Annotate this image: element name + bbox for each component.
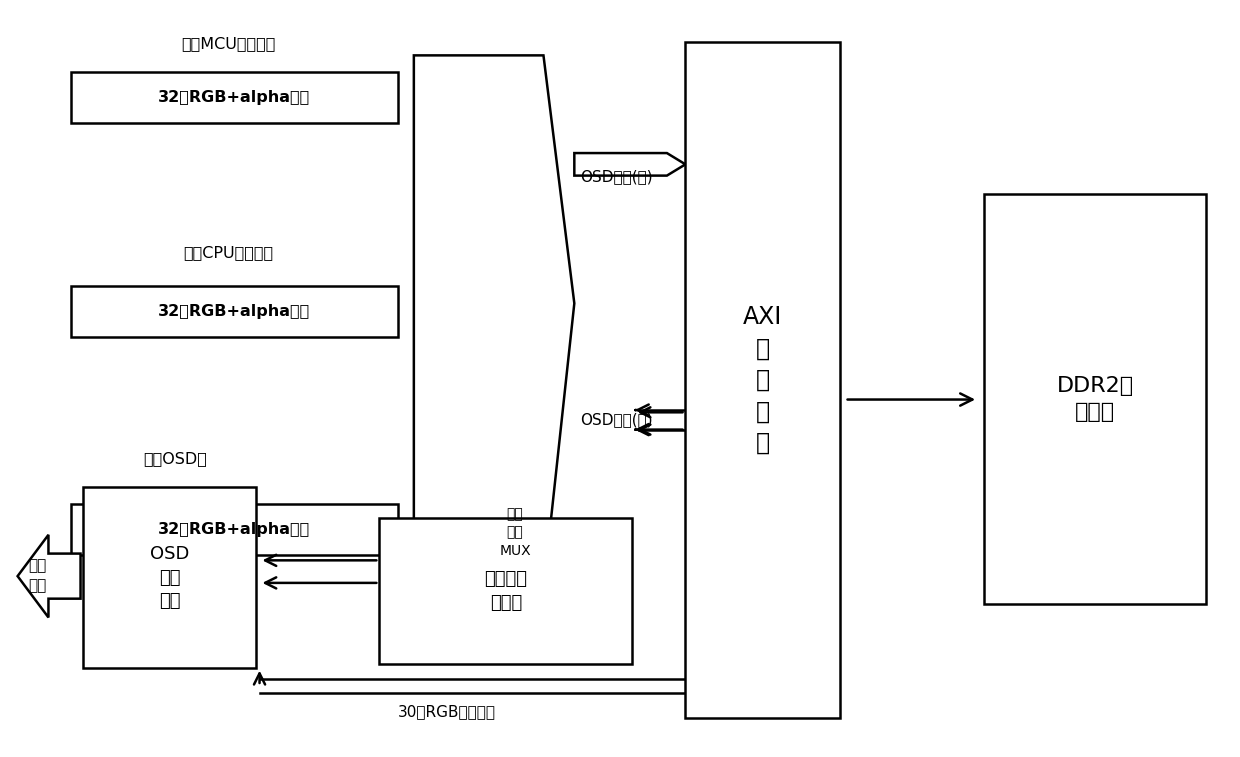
Text: AXI
总
线
控
制: AXI 总 线 控 制 [743,305,782,455]
Text: 30位RGB视频数据: 30位RGB视频数据 [398,704,496,719]
Text: 叠加
输出: 叠加 输出 [29,558,46,593]
Text: OSD数据(读): OSD数据(读) [580,413,653,428]
Polygon shape [414,55,574,589]
Text: 外部OSD流: 外部OSD流 [144,451,207,466]
Bar [83,488,255,668]
Text: DDR2数
据存储: DDR2数 据存储 [1056,376,1133,422]
Text: 外部CPU配置通道: 外部CPU配置通道 [184,245,274,260]
Bar [379,518,632,664]
Text: 内部MCU配置通道: 内部MCU配置通道 [181,36,275,51]
Text: OSD数据(写): OSD数据(写) [580,169,653,184]
Text: 32位RGB+alpha通道: 32位RGB+alpha通道 [159,90,310,105]
Text: 32位RGB+alpha通道: 32位RGB+alpha通道 [159,522,310,537]
Text: 32位RGB+alpha通道: 32位RGB+alpha通道 [159,304,310,319]
Polygon shape [574,153,686,176]
Text: 通道
选择
MUX: 通道 选择 MUX [500,507,531,558]
Bar [71,504,398,555]
Bar [985,195,1207,604]
Text: 双线性缩
放模块: 双线性缩 放模块 [485,570,527,612]
Text: OSD
视频
叠加: OSD 视频 叠加 [150,545,190,610]
Bar [71,286,398,337]
Bar [71,72,398,123]
Bar [686,42,839,718]
Polygon shape [17,534,81,618]
